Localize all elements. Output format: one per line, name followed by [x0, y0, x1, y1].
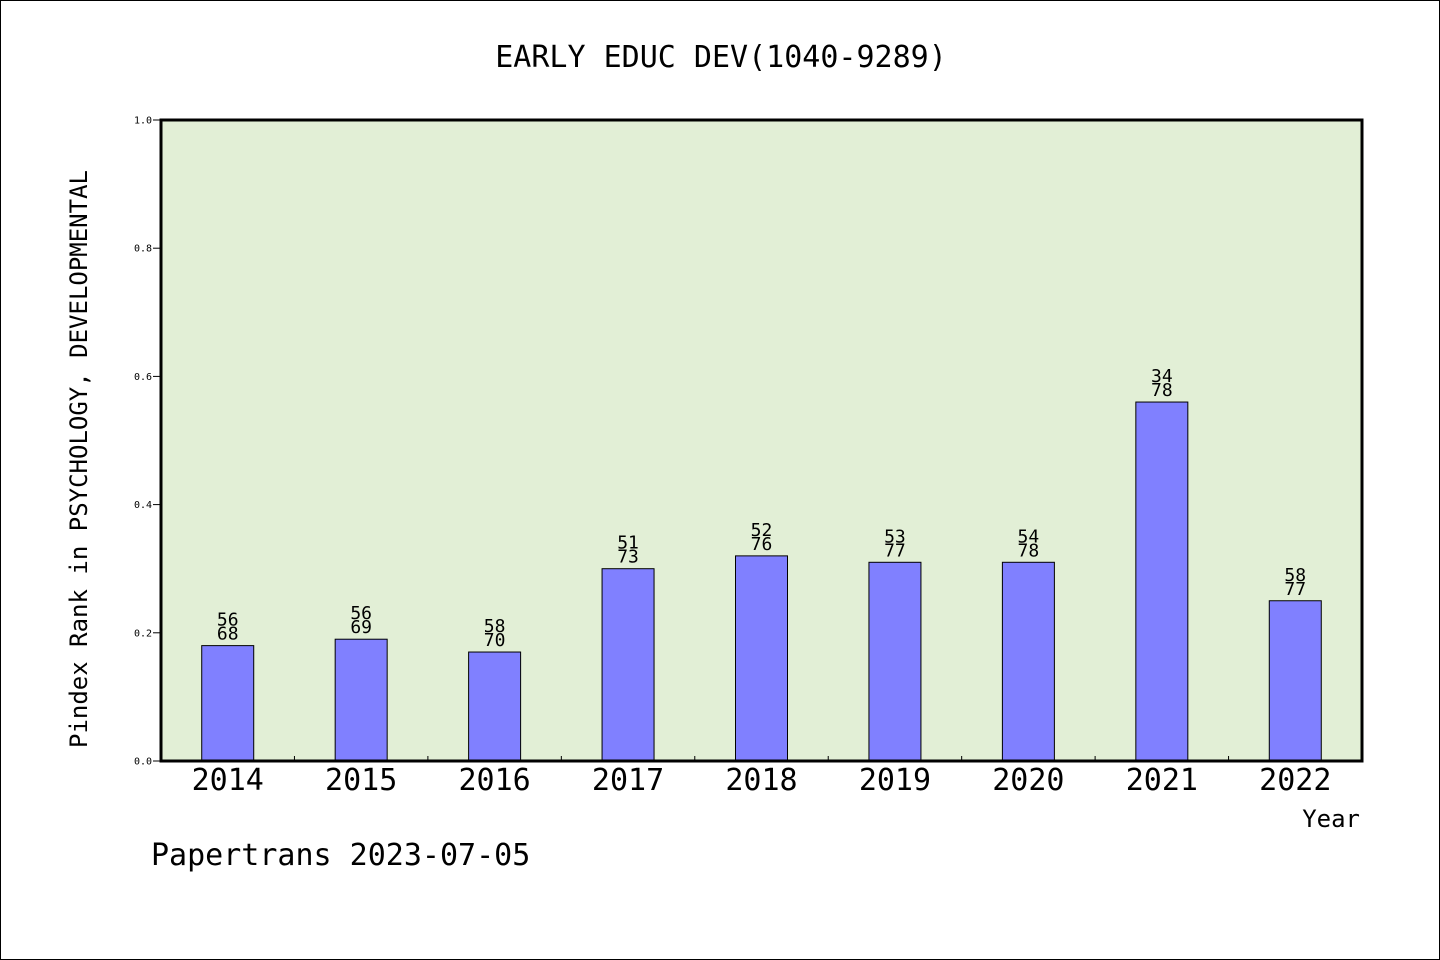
bar-label-bottom: 73	[617, 547, 639, 568]
bar-label-top: 58	[1284, 565, 1306, 586]
bar-label-bottom: 70	[484, 630, 506, 651]
x-tick-label: 2015	[325, 763, 397, 798]
footer-credit: Papertrans 2023-07-05	[151, 838, 530, 873]
bar-label-bottom: 68	[217, 624, 239, 645]
bar-label-top: 52	[751, 520, 773, 541]
x-tick-label: 2022	[1259, 763, 1331, 798]
bar	[868, 561, 922, 762]
bar-label-bottom: 76	[751, 534, 773, 555]
bar	[201, 645, 255, 762]
bar-label-top: 56	[350, 603, 372, 624]
x-tick-label: 2018	[725, 763, 797, 798]
x-tick-label: 2016	[458, 763, 530, 798]
bar-label-bottom: 78	[1151, 380, 1173, 401]
chart-title: EARLY EDUC DEV(1040-9289)	[495, 40, 947, 75]
bar-label-top: 54	[1018, 526, 1040, 547]
x-tick-label: 2014	[192, 763, 264, 798]
bar-label-top: 58	[484, 616, 506, 637]
bar-label-top: 51	[617, 533, 639, 554]
bar-label-bottom: 77	[884, 540, 906, 561]
y-tick-label: 1.0	[134, 116, 152, 127]
x-tick-label: 2021	[1126, 763, 1198, 798]
y-tick-label: 0.8	[134, 244, 152, 255]
bar-label-top: 53	[884, 526, 906, 547]
x-tick-label: 2020	[992, 763, 1064, 798]
bar-label-bottom: 69	[350, 617, 372, 638]
y-tick-label: 0.0	[134, 757, 152, 768]
bar	[735, 555, 788, 762]
bar-label-bottom: 78	[1018, 540, 1040, 561]
plot-border	[159, 118, 1364, 763]
y-axis-label: Pindex Rank in PSYCHOLOGY, DEVELOPMENTAL	[65, 170, 93, 748]
bar	[1268, 600, 1322, 762]
bar	[1135, 401, 1189, 762]
bar-label-bottom: 77	[1284, 579, 1306, 600]
y-tick-label: 0.2	[134, 628, 152, 639]
x-tick-label: 2017	[592, 763, 664, 798]
y-tick-label: 0.6	[134, 372, 152, 383]
bar	[468, 651, 522, 762]
bar-label-top: 56	[217, 610, 239, 631]
x-axis-label: Year	[1302, 805, 1360, 833]
x-tick-label: 2019	[859, 763, 931, 798]
bar	[334, 638, 388, 762]
y-tick-label: 0.4	[134, 500, 152, 511]
bar-label-top: 34	[1151, 366, 1173, 387]
bar	[601, 568, 655, 762]
bar	[1001, 561, 1055, 762]
